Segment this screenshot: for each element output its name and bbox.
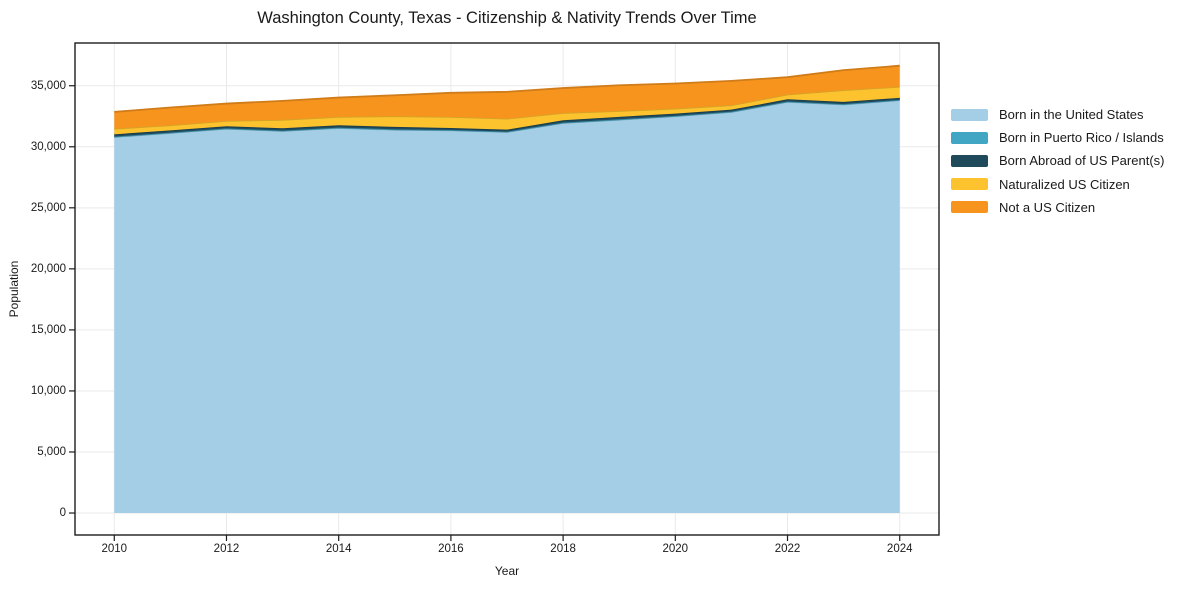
legend-swatch [951, 108, 988, 121]
area-top-edge [114, 64, 900, 113]
x-tick-label: 2016 [438, 543, 464, 555]
legend-swatch [951, 201, 988, 214]
y-tick-label: 10,000 [30, 384, 66, 397]
legend-item: Naturalized US Citizen [951, 173, 1164, 196]
legend-item: Born in Puerto Rico / Islands [951, 126, 1164, 149]
y-axis-label: Population [7, 260, 21, 318]
y-tick-label: 35,000 [30, 79, 66, 92]
legend-label: Born in Puerto Rico / Islands [999, 130, 1164, 146]
legend-swatch [951, 178, 988, 191]
x-axis-label: Year [494, 564, 520, 578]
x-tick-label: 2012 [213, 543, 240, 555]
legend-swatch [951, 154, 988, 167]
legend-label: Naturalized US Citizen [999, 176, 1130, 192]
x-tick-label: 2024 [886, 543, 913, 555]
y-tick-label: 25,000 [30, 201, 66, 214]
y-tick-label: 30,000 [30, 140, 66, 153]
legend-item: Not a US Citizen [951, 196, 1164, 219]
x-tick-label: 2020 [662, 543, 689, 555]
plot-border [74, 42, 940, 536]
y-tick-label: 5,000 [37, 445, 66, 458]
y-tick-label: 20,000 [30, 262, 66, 275]
legend-label: Born in the United States [999, 107, 1144, 123]
y-tick-label: 0 [59, 507, 66, 520]
x-tick-label: 2014 [325, 543, 352, 555]
legend-item: Born in the United States [951, 103, 1164, 126]
legend-swatch [951, 131, 988, 144]
x-tick-label: 2022 [774, 543, 801, 555]
y-tick-label: 15,000 [30, 323, 66, 336]
area-born-in-the-united-states [114, 100, 900, 514]
x-tick-label: 2018 [550, 543, 576, 555]
chart-title: Washington County, Texas - Citizenship &… [257, 9, 757, 27]
area-not-a-us-citizen [114, 65, 900, 129]
legend-item: Born Abroad of US Parent(s) [951, 149, 1164, 172]
legend: Born in the United States Born in Puerto … [951, 103, 1164, 219]
area-naturalized-us-citizen [114, 86, 900, 135]
legend-label: Not a US Citizen [999, 199, 1096, 215]
legend-label: Born Abroad of US Parent(s) [999, 153, 1165, 169]
x-tick-label: 2010 [101, 543, 128, 555]
